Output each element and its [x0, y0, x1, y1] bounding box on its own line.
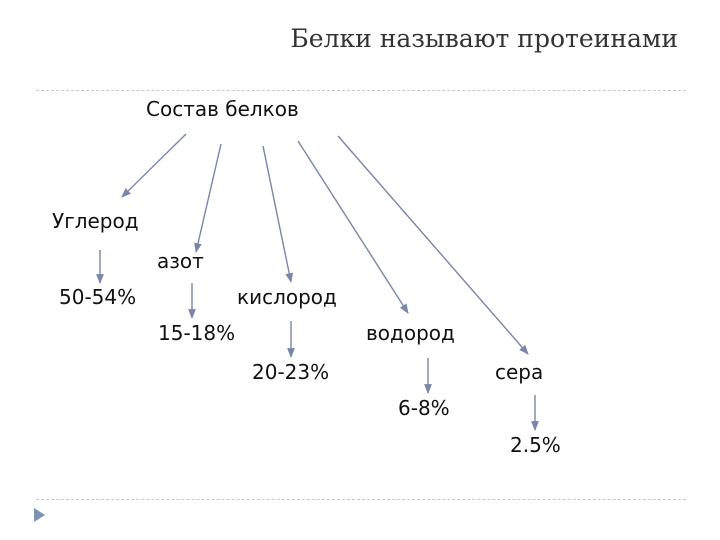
percent-label-hydrogen: 6-8% — [398, 396, 450, 420]
root-label: Состав белков — [146, 97, 299, 121]
element-label-sulfur: сера — [495, 360, 544, 384]
top-divider — [36, 90, 686, 91]
triangle-right-icon[interactable] — [34, 508, 45, 522]
percent-label-nitrogen: 15-18% — [158, 321, 236, 345]
arrow-root-to-sulfur — [337, 135, 529, 355]
element-label-hydrogen: водород — [366, 321, 455, 345]
element-label-nitrogen: азот — [157, 249, 204, 273]
percent-label-sulfur: 2.5% — [510, 433, 561, 457]
arrow-root-to-oxygen — [262, 145, 294, 283]
arrow-root-to-nitrogen — [194, 143, 222, 253]
arrow-root-to-carbon — [121, 133, 187, 198]
percent-label-oxygen: 20-23% — [252, 360, 330, 384]
arrow-root-to-hydrogen — [297, 140, 409, 314]
bottom-divider — [36, 499, 686, 500]
element-label-carbon: Углерод — [52, 209, 139, 233]
element-label-oxygen: кислород — [237, 285, 337, 309]
slide-title: Белки называют протеинами — [290, 24, 678, 53]
percent-label-carbon: 50-54% — [59, 285, 137, 309]
